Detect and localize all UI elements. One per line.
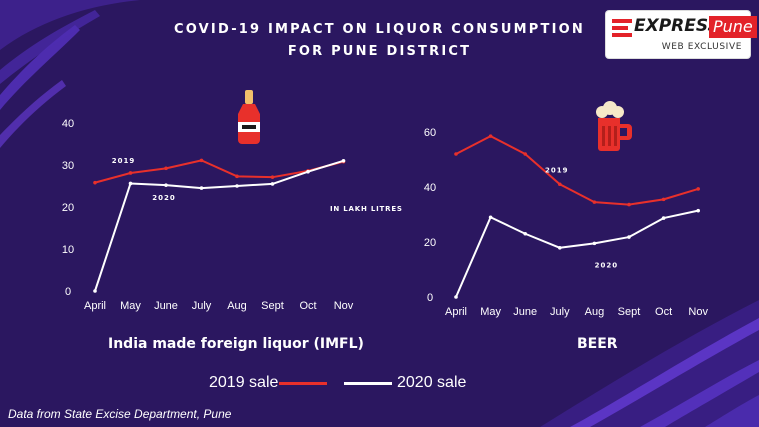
legend-2019-swatch (279, 382, 327, 385)
imfl-x-tick-label: April (84, 300, 106, 312)
imfl-series-2019-line (94, 159, 344, 184)
express-logo: EXPRESS Pune WEB EXCLUSIVE (606, 11, 757, 58)
beer-y-tick-label: 0 (427, 292, 433, 304)
imfl-series-2020-point (128, 181, 133, 186)
imfl-x-tick-label: Nov (334, 300, 354, 312)
imfl-series-2019-point (128, 171, 133, 175)
beer-x-tick-label: Oct (655, 306, 672, 318)
legend-2020-swatch (344, 382, 392, 385)
imfl-series-2020-point (341, 159, 346, 163)
imfl-series-2020-line (94, 159, 344, 292)
beer-y-tick-label: 40 (424, 182, 436, 194)
imfl-y-tick-label: 10 (62, 244, 74, 256)
imfl-series-2020-label: 2020 (152, 194, 175, 202)
imfl-x-tick-label: Oct (299, 300, 316, 312)
imfl-series-2020-point (306, 169, 310, 174)
beer-x-tick-label: May (480, 306, 501, 318)
imfl-x-tick-label: June (154, 300, 178, 312)
unit-label: IN LAKH LITRES (330, 205, 403, 213)
beer-series-2019-point (592, 200, 597, 204)
beer-x-tick-label: June (513, 306, 537, 318)
beer-series-2019-point (627, 202, 631, 207)
beer-x-tick-label: July (550, 306, 570, 318)
imfl-series-2020-point (235, 184, 239, 188)
imfl-series-2019-point (199, 158, 204, 163)
imfl-series-2020-point (199, 186, 204, 190)
logo-express-text: EXPRESS (634, 16, 720, 36)
beer-x-tick-label: Aug (585, 306, 605, 318)
beer-series-2019-point (523, 152, 527, 156)
logo-tagline: WEB EXCLUSIVE (661, 42, 742, 52)
beer-series-2020-point (558, 245, 562, 250)
imfl-y-tick-label: 0 (65, 286, 71, 298)
legend-2020-label: 2020 sale (397, 374, 467, 391)
beer-series-2020-point (696, 208, 700, 213)
source-note: Data from State Excise Department, Pune (8, 407, 232, 421)
beer-series-2020-point (454, 295, 458, 299)
imfl-series-2019-point (93, 180, 97, 185)
imfl-series-2019-point (270, 175, 275, 179)
beer-chart-title: BEER (577, 336, 618, 352)
imfl-series-2019-label: 2019 (112, 157, 135, 165)
imfl-series-2020-point (164, 183, 168, 187)
beer-y-tick-label: 20 (424, 237, 436, 249)
beer-series-2020-point (661, 216, 666, 220)
beer-series-2019-label: 2019 (545, 166, 568, 174)
beer-series-2020-point (592, 241, 597, 246)
beer-y-tick-label: 60 (424, 127, 436, 139)
beer-series-2019-point (661, 197, 666, 202)
title-line-1: COVID-19 IMPACT ON LIQUOR CONSUMPTION (174, 22, 585, 37)
logo-pune-text: Pune (709, 16, 757, 38)
imfl-series-2019-point (164, 166, 168, 171)
express-logo-icon (612, 19, 632, 37)
beer-series-2019-point (696, 187, 700, 191)
beer-series-2019-point (454, 152, 458, 156)
beer-series-2020-label: 2020 (595, 261, 618, 269)
beer-x-tick-label: Sept (618, 306, 641, 318)
beer-series-2020-point (523, 231, 527, 236)
beer-x-tick-label: Nov (688, 306, 708, 318)
imfl-x-tick-label: Aug (227, 300, 247, 312)
beer-series-2019-point (558, 182, 562, 187)
beer-x-tick-label: April (445, 306, 467, 318)
imfl-x-tick-label: July (192, 300, 212, 312)
beer-series-2019-point (488, 134, 493, 138)
imfl-y-tick-label: 30 (62, 160, 74, 172)
beer-series-2020-line (455, 209, 699, 298)
imfl-y-tick-label: 20 (62, 202, 74, 214)
imfl-chart-title: India made foreign liquor (IMFL) (108, 336, 364, 352)
imfl-x-tick-label: Sept (261, 300, 284, 312)
imfl-x-tick-label: May (120, 300, 141, 312)
beer-series-2019-line (455, 135, 699, 206)
imfl-series-2019-point (235, 174, 239, 179)
imfl-y-tick-label: 40 (62, 118, 74, 130)
legend-2019-label: 2019 sale (209, 374, 279, 391)
beer-series-2020-point (488, 215, 493, 220)
title-line-2: FOR PUNE DISTRICT (287, 44, 472, 59)
imfl-series-2020-point (93, 289, 97, 293)
beer-series-2020-point (627, 235, 631, 239)
imfl-series-2020-point (270, 182, 275, 186)
